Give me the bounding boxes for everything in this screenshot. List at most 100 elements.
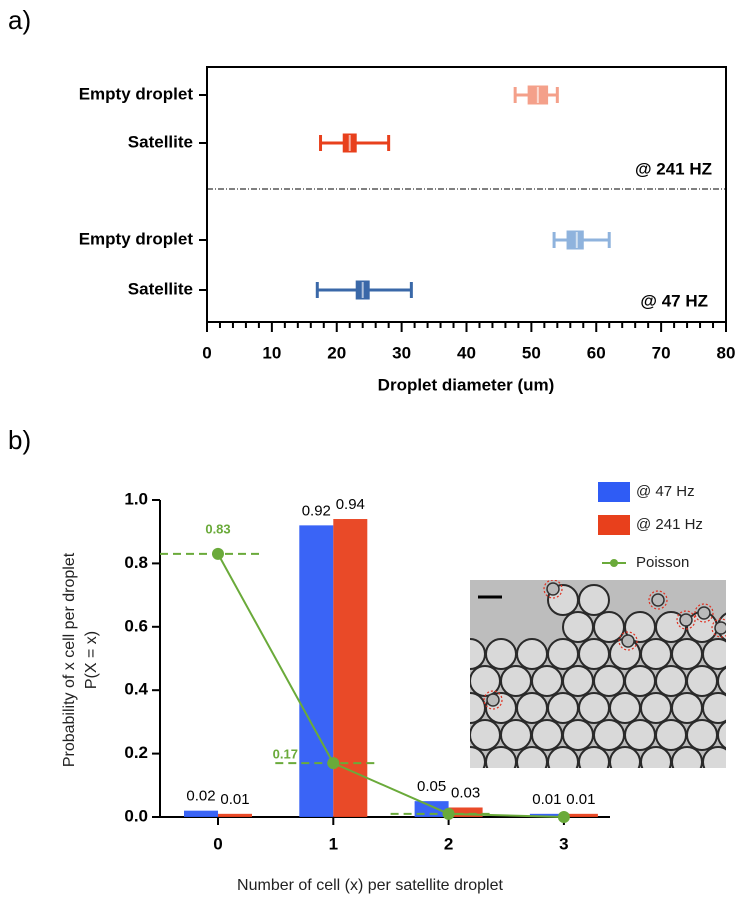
x-tick-label: 60 bbox=[587, 343, 606, 362]
droplet-circle bbox=[594, 720, 624, 750]
y-tick-label: Empty droplet bbox=[79, 229, 194, 248]
y-tick-label: Satellite bbox=[128, 132, 193, 151]
poisson-point bbox=[212, 548, 224, 560]
satellite-circle bbox=[680, 614, 692, 626]
y-tick-label: 0.4 bbox=[124, 680, 148, 699]
x-tick-label: 2 bbox=[444, 834, 453, 853]
microscope-inset bbox=[455, 580, 738, 804]
droplet-circle bbox=[455, 747, 485, 777]
y-tick-label: 0.2 bbox=[124, 743, 148, 762]
y-tick-label: 0.8 bbox=[124, 553, 148, 572]
droplet-circle bbox=[625, 720, 655, 750]
droplet-circle bbox=[610, 693, 640, 723]
legend-label: @ 47 Hz bbox=[636, 483, 695, 500]
y-axis-title: Probability of x cell per droplet bbox=[61, 552, 78, 767]
x-axis-title: Number of cell (x) per satellite droplet bbox=[237, 877, 503, 894]
x-tick-label: 20 bbox=[327, 343, 346, 362]
page: {"chart_data": [ {"type": "box", "panel_… bbox=[0, 0, 738, 903]
y-tick-label: 1.0 bbox=[124, 489, 148, 508]
bar bbox=[299, 525, 333, 817]
droplet-circle bbox=[656, 720, 686, 750]
bar-label: 0.01 bbox=[566, 791, 595, 808]
annotation: @ 47 HZ bbox=[640, 291, 708, 310]
droplet-circle bbox=[625, 666, 655, 696]
droplet-circle bbox=[486, 639, 516, 669]
x-tick-label: 3 bbox=[559, 834, 568, 853]
droplet-circle bbox=[501, 720, 531, 750]
x-tick-label: 50 bbox=[522, 343, 541, 362]
droplet-circle bbox=[656, 774, 686, 804]
droplet-circle bbox=[672, 693, 702, 723]
droplet-circle bbox=[687, 720, 717, 750]
satellite-circle bbox=[715, 622, 727, 634]
droplet-circle bbox=[610, 747, 640, 777]
droplet-circle bbox=[501, 666, 531, 696]
droplet-circle bbox=[718, 774, 738, 804]
satellite-circle bbox=[547, 583, 559, 595]
satellite-circle bbox=[698, 607, 710, 619]
legend-label: Poisson bbox=[636, 554, 689, 571]
x-tick-label: 80 bbox=[717, 343, 736, 362]
plot-frame bbox=[207, 67, 726, 322]
y-tick-label: Satellite bbox=[128, 279, 193, 298]
droplet-circle bbox=[455, 639, 485, 669]
droplet-circle bbox=[579, 747, 609, 777]
droplet-circle bbox=[703, 693, 733, 723]
bar-label: 0.92 bbox=[302, 502, 331, 519]
bar-label: 0.94 bbox=[336, 496, 365, 513]
droplet-circle bbox=[734, 747, 738, 777]
x-tick-label: 0 bbox=[202, 343, 211, 362]
y-tick-label: Empty droplet bbox=[79, 84, 194, 103]
droplet-circle bbox=[501, 774, 531, 804]
droplet-circle bbox=[734, 639, 738, 669]
droplet-circle bbox=[718, 720, 738, 750]
bar-label: 0.02 bbox=[186, 788, 215, 805]
y-tick-label: 0.6 bbox=[124, 616, 148, 635]
annotation: @ 241 HZ bbox=[635, 159, 712, 178]
droplet-circle bbox=[703, 747, 733, 777]
x-tick-label: 30 bbox=[392, 343, 411, 362]
bar-label: 0.03 bbox=[451, 784, 480, 801]
x-tick-label: 40 bbox=[457, 343, 476, 362]
legend-swatch bbox=[598, 482, 630, 502]
bar-label: 0.05 bbox=[417, 778, 446, 795]
x-tick-label: 0 bbox=[213, 834, 222, 853]
legend-marker bbox=[610, 559, 618, 567]
satellite-circle bbox=[622, 635, 634, 647]
droplet-circle bbox=[548, 693, 578, 723]
droplet-circle bbox=[641, 639, 671, 669]
droplet-circle bbox=[517, 693, 547, 723]
y-axis-title: P(X = x) bbox=[83, 631, 100, 689]
figure: a) @ 241 HZ @ 47 HZ Droplet diameter (um… bbox=[0, 0, 738, 903]
panel-label: b) bbox=[8, 425, 31, 455]
poisson-label: 0.17 bbox=[273, 747, 298, 762]
poisson-point bbox=[443, 808, 455, 820]
box bbox=[567, 231, 583, 249]
droplet-circle bbox=[672, 747, 702, 777]
droplet-circle bbox=[687, 774, 717, 804]
droplet-circle bbox=[486, 747, 516, 777]
legend-label: @ 241 Hz bbox=[636, 516, 703, 533]
satellite-circle bbox=[487, 694, 499, 706]
x-axis-title: Droplet diameter (um) bbox=[378, 375, 555, 394]
bar bbox=[184, 811, 218, 817]
droplet-circle bbox=[687, 666, 717, 696]
x-tick-label: 1 bbox=[329, 834, 338, 853]
y-tick-label: 0.0 bbox=[124, 806, 148, 825]
droplet-circle bbox=[672, 639, 702, 669]
droplet-circle bbox=[563, 666, 593, 696]
droplet-circle bbox=[579, 639, 609, 669]
bar-label: 0.01 bbox=[532, 791, 561, 808]
x-tick-label: 10 bbox=[262, 343, 281, 362]
bar bbox=[218, 814, 252, 817]
droplet-circle bbox=[517, 747, 547, 777]
droplet-circle bbox=[594, 666, 624, 696]
droplet-circle bbox=[579, 693, 609, 723]
droplet-circle bbox=[641, 693, 671, 723]
legend-swatch bbox=[598, 515, 630, 535]
bar bbox=[333, 519, 367, 817]
droplet-circle bbox=[594, 612, 624, 642]
droplet-circle bbox=[563, 612, 593, 642]
droplet-circle bbox=[718, 666, 738, 696]
droplet-circle bbox=[470, 720, 500, 750]
